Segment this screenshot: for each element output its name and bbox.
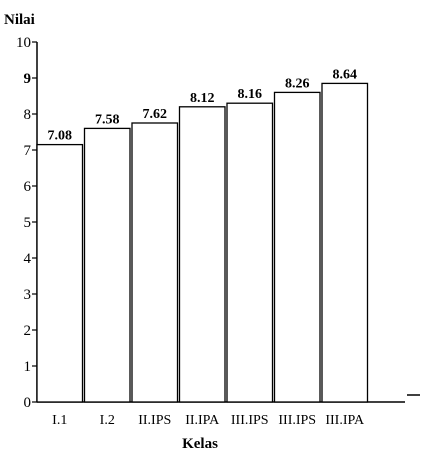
data-label: 7.08 bbox=[48, 129, 73, 144]
bar bbox=[131, 122, 179, 403]
data-label: 8.26 bbox=[285, 76, 310, 91]
bar bbox=[83, 127, 131, 403]
data-label: 8.12 bbox=[190, 91, 215, 106]
data-label: 8.16 bbox=[238, 87, 263, 102]
bar bbox=[36, 143, 84, 403]
y-tick-label: 3 bbox=[24, 287, 32, 303]
x-tick-label: II.IPS bbox=[138, 413, 171, 428]
y-tick-label: 8 bbox=[24, 107, 32, 123]
bars bbox=[36, 82, 369, 403]
data-label: 7.62 bbox=[143, 107, 168, 122]
y-tick-label: 10 bbox=[16, 35, 31, 51]
bar bbox=[273, 91, 321, 403]
y-tick-label: 2 bbox=[24, 323, 32, 339]
x-tick-label: III.IPS bbox=[231, 413, 269, 428]
x-tick-label: II.IPA bbox=[185, 413, 220, 428]
y-tick-label: 9 bbox=[24, 71, 32, 87]
y-tick-label: 7 bbox=[24, 143, 32, 159]
bar bbox=[178, 106, 226, 403]
y-tick-label: 0 bbox=[24, 395, 32, 411]
bar bbox=[226, 102, 274, 403]
labels: 7.08 I.1 7.58 I.2 7.62 II.IPS 8.12 II.IPA 8.16 II… bbox=[48, 67, 366, 428]
x-tick-label: I.2 bbox=[100, 413, 115, 428]
data-label: 7.58 bbox=[95, 112, 120, 127]
x-tick-label: III.IPS bbox=[278, 413, 316, 428]
y-tick-label: 5 bbox=[24, 215, 32, 231]
bar bbox=[321, 82, 369, 403]
y-tick-label: 4 bbox=[24, 251, 32, 267]
x-tick-label: I.1 bbox=[52, 413, 67, 428]
y-axis-title: Nilai bbox=[4, 12, 35, 28]
y-tick-label: 1 bbox=[24, 359, 32, 375]
y-tick-label: 6 bbox=[24, 179, 32, 195]
x-tick-label: III.IPA bbox=[325, 413, 365, 428]
x-axis-title: Kelas bbox=[182, 436, 218, 452]
data-label: 8.64 bbox=[333, 67, 358, 82]
